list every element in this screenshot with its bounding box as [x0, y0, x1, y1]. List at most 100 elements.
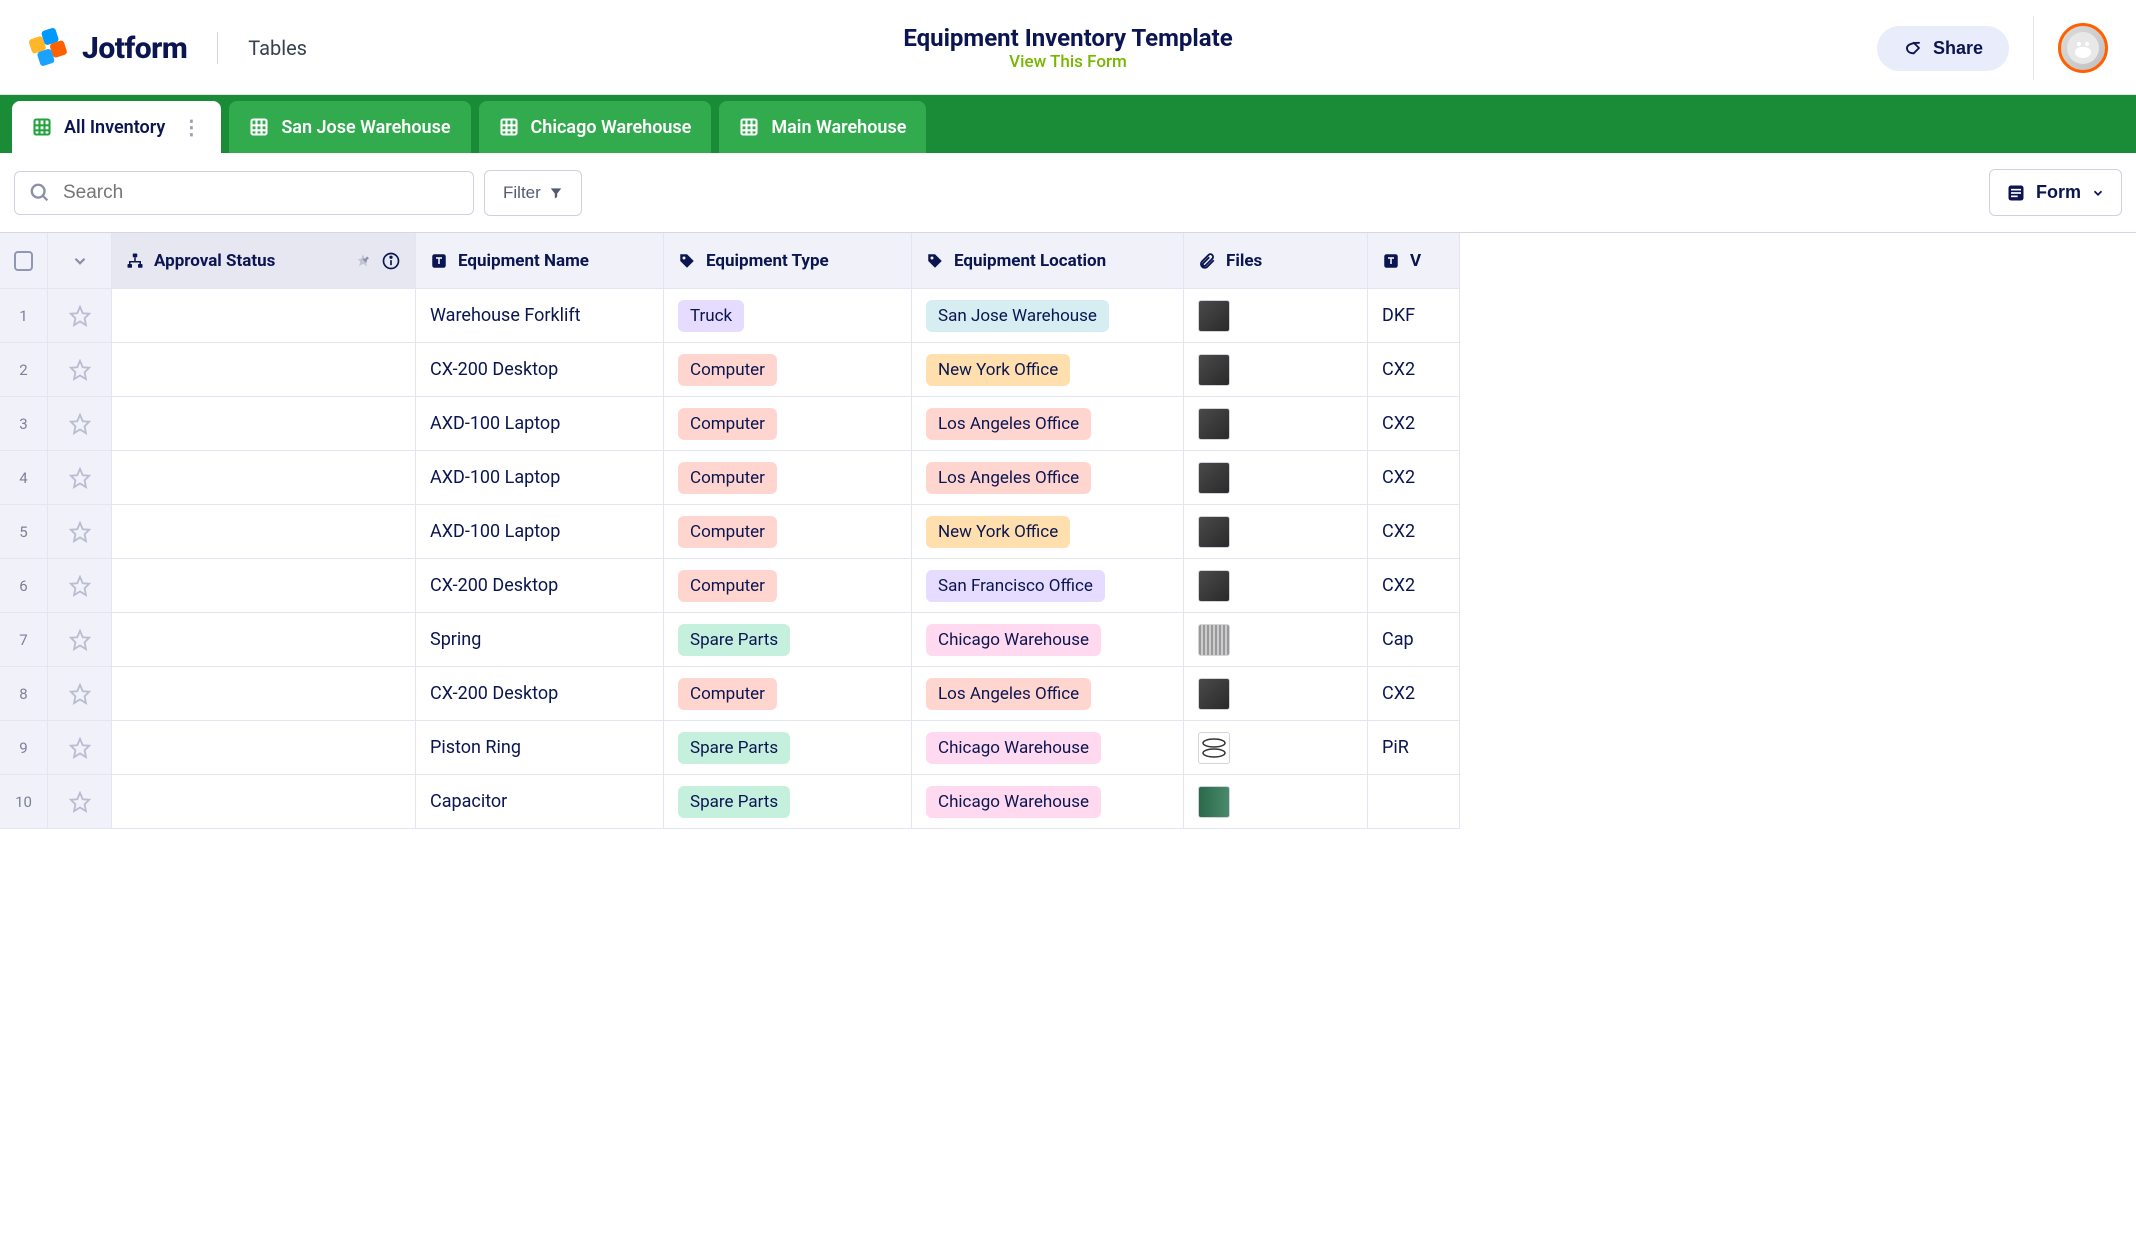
file-thumbnail[interactable] — [1198, 678, 1230, 710]
tab-menu-icon[interactable]: ⋮ — [181, 115, 201, 139]
search-input[interactable] — [63, 182, 459, 204]
cell-equipment-type[interactable]: Spare Parts — [664, 775, 912, 829]
row-star[interactable] — [48, 505, 112, 559]
cell-equipment-name[interactable]: AXD-100 Laptop — [416, 397, 664, 451]
cell-files[interactable] — [1184, 343, 1368, 397]
cell-vendor[interactable]: PiR — [1368, 721, 1460, 775]
row-star[interactable] — [48, 721, 112, 775]
file-thumbnail[interactable] — [1198, 300, 1230, 332]
row-number[interactable]: 5 — [0, 505, 48, 559]
cell-files[interactable] — [1184, 397, 1368, 451]
cell-equipment-name[interactable]: Spring — [416, 613, 664, 667]
cell-equipment-location[interactable]: New York Office — [912, 505, 1184, 559]
cell-files[interactable] — [1184, 559, 1368, 613]
cell-files[interactable] — [1184, 775, 1368, 829]
cell-equipment-name[interactable]: AXD-100 Laptop — [416, 505, 664, 559]
header-expand-cell[interactable] — [48, 233, 112, 289]
row-number[interactable]: 3 — [0, 397, 48, 451]
row-number[interactable]: 6 — [0, 559, 48, 613]
cell-approval[interactable] — [112, 397, 416, 451]
cell-vendor[interactable]: CX2 — [1368, 667, 1460, 721]
row-number[interactable]: 4 — [0, 451, 48, 505]
row-star[interactable] — [48, 343, 112, 397]
tab-chicago-warehouse[interactable]: Chicago Warehouse — [479, 101, 712, 153]
cell-equipment-type[interactable]: Spare Parts — [664, 721, 912, 775]
cell-approval[interactable] — [112, 721, 416, 775]
tab-main-warehouse[interactable]: Main Warehouse — [719, 101, 926, 153]
cell-approval[interactable] — [112, 667, 416, 721]
pin-icon[interactable] — [355, 253, 371, 269]
share-button[interactable]: Share — [1877, 26, 2009, 71]
info-icon[interactable] — [381, 251, 401, 271]
filter-button[interactable]: Filter — [484, 170, 582, 216]
cell-approval[interactable] — [112, 505, 416, 559]
cell-equipment-location[interactable]: San Francisco Office — [912, 559, 1184, 613]
cell-equipment-type[interactable]: Truck — [664, 289, 912, 343]
row-star[interactable] — [48, 559, 112, 613]
cell-equipment-type[interactable]: Computer — [664, 397, 912, 451]
cell-approval[interactable] — [112, 343, 416, 397]
header-checkbox-cell[interactable] — [0, 233, 48, 289]
col-files[interactable]: Files — [1184, 233, 1368, 289]
row-number[interactable]: 9 — [0, 721, 48, 775]
row-number[interactable]: 1 — [0, 289, 48, 343]
row-number[interactable]: 7 — [0, 613, 48, 667]
row-star[interactable] — [48, 289, 112, 343]
cell-files[interactable] — [1184, 505, 1368, 559]
cell-equipment-location[interactable]: Los Angeles Office — [912, 667, 1184, 721]
file-thumbnail[interactable] — [1198, 786, 1230, 818]
cell-approval[interactable] — [112, 559, 416, 613]
row-star[interactable] — [48, 667, 112, 721]
cell-approval[interactable] — [112, 613, 416, 667]
cell-equipment-type[interactable]: Spare Parts — [664, 613, 912, 667]
cell-approval[interactable] — [112, 775, 416, 829]
cell-equipment-location[interactable]: Chicago Warehouse — [912, 721, 1184, 775]
cell-vendor[interactable]: DKF — [1368, 289, 1460, 343]
file-thumbnail[interactable] — [1198, 408, 1230, 440]
row-number[interactable]: 2 — [0, 343, 48, 397]
row-star[interactable] — [48, 613, 112, 667]
cell-equipment-location[interactable]: Chicago Warehouse — [912, 775, 1184, 829]
cell-equipment-type[interactable]: Computer — [664, 505, 912, 559]
cell-equipment-name[interactable]: AXD-100 Laptop — [416, 451, 664, 505]
cell-equipment-location[interactable]: Los Angeles Office — [912, 451, 1184, 505]
cell-files[interactable] — [1184, 451, 1368, 505]
cell-equipment-location[interactable]: New York Office — [912, 343, 1184, 397]
cell-files[interactable] — [1184, 289, 1368, 343]
cell-equipment-name[interactable]: CX-200 Desktop — [416, 343, 664, 397]
col-equipment-location[interactable]: Equipment Location — [912, 233, 1184, 289]
cell-equipment-location[interactable]: San Jose Warehouse — [912, 289, 1184, 343]
cell-vendor[interactable]: CX2 — [1368, 397, 1460, 451]
file-thumbnail[interactable] — [1198, 624, 1230, 656]
cell-equipment-name[interactable]: Piston Ring — [416, 721, 664, 775]
col-vendor[interactable]: V — [1368, 233, 1460, 289]
col-approval-status[interactable]: Approval Status — [112, 233, 416, 289]
tab-all-inventory[interactable]: All Inventory ⋮ — [12, 101, 221, 153]
cell-equipment-type[interactable]: Computer — [664, 667, 912, 721]
cell-equipment-name[interactable]: CX-200 Desktop — [416, 559, 664, 613]
cell-files[interactable] — [1184, 667, 1368, 721]
cell-equipment-type[interactable]: Computer — [664, 343, 912, 397]
cell-equipment-type[interactable]: Computer — [664, 451, 912, 505]
view-form-link[interactable]: View This Form — [903, 52, 1232, 72]
file-thumbnail[interactable] — [1198, 462, 1230, 494]
row-number[interactable]: 10 — [0, 775, 48, 829]
form-button[interactable]: Form — [1989, 169, 2122, 216]
select-all-checkbox[interactable] — [14, 251, 33, 271]
cell-vendor[interactable]: CX2 — [1368, 559, 1460, 613]
cell-equipment-name[interactable]: Warehouse Forklift — [416, 289, 664, 343]
col-equipment-name[interactable]: Equipment Name — [416, 233, 664, 289]
cell-equipment-name[interactable]: CX-200 Desktop — [416, 667, 664, 721]
cell-files[interactable] — [1184, 721, 1368, 775]
cell-files[interactable] — [1184, 613, 1368, 667]
cell-equipment-location[interactable]: Los Angeles Office — [912, 397, 1184, 451]
row-star[interactable] — [48, 775, 112, 829]
file-thumbnail[interactable] — [1198, 354, 1230, 386]
search-wrap[interactable] — [14, 171, 474, 215]
row-star[interactable] — [48, 451, 112, 505]
cell-vendor[interactable] — [1368, 775, 1460, 829]
avatar[interactable] — [2058, 23, 2108, 73]
cell-equipment-name[interactable]: Capacitor — [416, 775, 664, 829]
cell-equipment-location[interactable]: Chicago Warehouse — [912, 613, 1184, 667]
row-number[interactable]: 8 — [0, 667, 48, 721]
